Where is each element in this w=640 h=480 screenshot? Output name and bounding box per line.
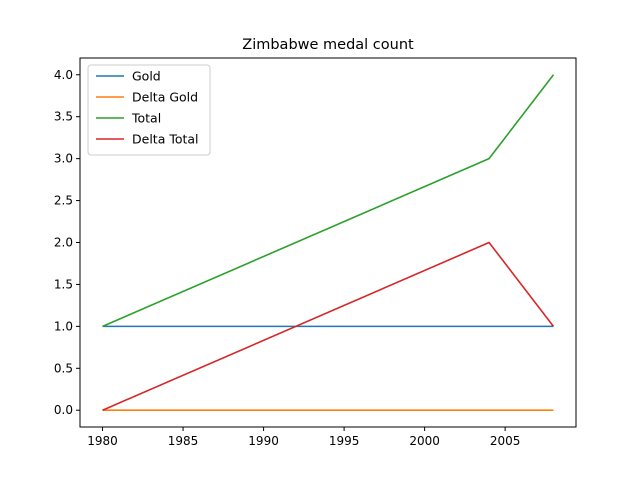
y-tick-label: 2.5	[54, 194, 73, 208]
y-tick-label: 1.0	[54, 319, 73, 333]
series-line-delta-total	[102, 241, 555, 411]
legend-box	[87, 64, 211, 156]
series-line-total	[102, 74, 555, 328]
y-tick-label: 0.5	[54, 361, 73, 375]
series-lines	[102, 74, 555, 412]
plot-area-frame	[79, 57, 577, 428]
x-tick-label: 1985	[168, 434, 199, 448]
y-tick-label: 0.0	[54, 403, 73, 417]
x-tick-label: 1980	[87, 434, 118, 448]
y-tick-label: 3.5	[54, 110, 73, 124]
x-tick-label: 1995	[329, 434, 360, 448]
y-tick-label: 4.0	[54, 68, 73, 82]
y-tick-label: 2.0	[54, 236, 73, 250]
y-tick-label: 3.0	[54, 152, 73, 166]
legend-label-delta-gold: Delta Gold	[132, 90, 198, 105]
legend-label-gold: Gold	[132, 69, 161, 84]
y-tick-label: 1.5	[54, 277, 73, 291]
legend: Gold Delta Gold Total Delta Total	[87, 64, 211, 156]
x-tick-label: 2000	[409, 434, 440, 448]
legend-label-delta-total: Delta Total	[132, 132, 199, 147]
x-axis: 1980 1985 1990 1995 2000 2005	[87, 427, 520, 448]
x-tick-label: 2005	[490, 434, 521, 448]
y-axis: 0.0 0.5 1.0 1.5 2.0 2.5 3.0 3.5 4.0	[54, 68, 80, 417]
legend-label-total: Total	[131, 111, 161, 126]
x-tick-label: 1990	[248, 434, 279, 448]
chart-title: Zimbabwe medal count	[242, 37, 414, 53]
